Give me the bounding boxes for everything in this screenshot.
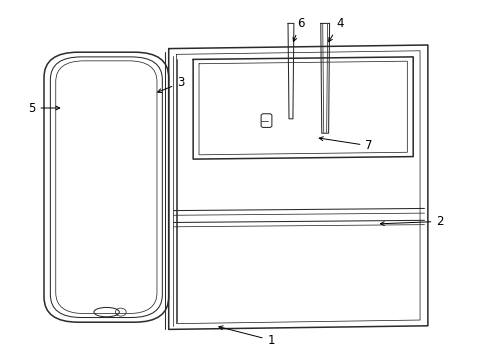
Text: 5: 5 (28, 102, 60, 114)
Text: 2: 2 (380, 215, 443, 228)
Text: 4: 4 (328, 17, 343, 42)
Text: 1: 1 (219, 326, 275, 347)
Text: 7: 7 (319, 137, 372, 152)
Text: 3: 3 (157, 76, 184, 93)
Text: 6: 6 (292, 17, 304, 41)
